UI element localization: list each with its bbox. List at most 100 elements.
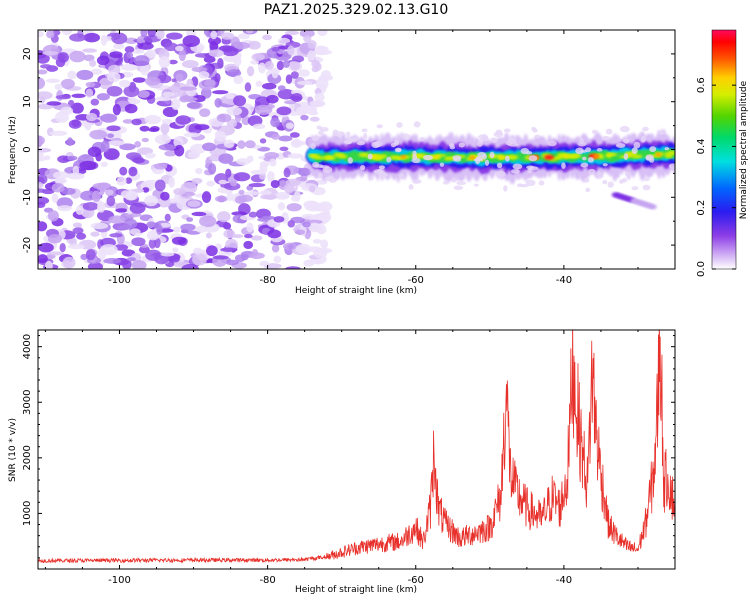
spectrogram-cell [131,48,145,55]
spectrogram-cell [134,140,141,148]
spectrogram-cell [80,253,88,261]
spectrogram-cell [442,180,450,185]
spectrogram-cell [173,188,186,196]
spectrogram-cell [218,179,228,185]
spectrogram-cell [38,136,43,148]
spectrogram-cell [127,97,137,103]
spectrogram-cell [580,162,589,168]
y-tick-label: 0 [22,146,33,152]
spectrogram-cell [624,171,631,177]
spectrogram-cell [270,179,280,189]
y-tick-label: 20 [22,48,33,61]
spectrogram-cell [181,263,199,269]
spectrogram-cell [180,223,196,232]
spectrogram-cell [310,143,316,150]
spectrogram-cell [218,153,234,164]
spectrogram-cell [162,91,175,98]
spectrogram-cell [520,147,529,155]
spectrogram-cell [84,121,92,131]
spectrogram-cell [289,132,300,138]
spectrogram-cell [264,151,280,159]
spectrogram-cell [619,125,630,133]
spectrogram-cell [270,117,280,128]
spectrogram-cell [167,256,180,263]
x-tick-label: -40 [556,575,572,586]
spectrogram-cell [271,68,279,79]
spectrogram-cell [237,33,250,40]
spectrogram-cell [148,238,157,249]
spectrogram-cell [252,123,266,129]
spectrogram-cell [396,122,403,128]
spectrogram-cell [458,142,465,148]
spectrogram-x-axis-label: Height of straight line (km) [295,286,417,296]
spectrogram-cell [154,179,166,192]
spectrogram-cell [308,222,321,233]
spectrogram-cell [171,236,187,245]
spectrogram-cell [173,136,184,148]
spectrogram-cell [623,153,629,161]
spectrogram-cell [210,30,218,40]
spectrogram-cell [174,144,185,157]
spectrogram-cell [292,55,305,63]
spectrogram-cell [320,70,332,80]
spectrogram-cell [361,128,368,133]
spectrogram-cell [290,195,300,202]
spectrogram-cell [561,162,566,169]
spectrogram-cell [198,71,210,79]
spectrogram-cell [68,119,82,129]
spectrogram-cell [413,121,421,128]
spectrogram-cell [259,160,270,168]
spectrogram-cell [119,166,128,176]
spectrogram-cell [225,93,235,99]
spectrogram-cell [233,41,251,50]
spectrogram-cell [131,118,142,126]
spectrogram-cell [508,137,517,144]
spectrogram-cell [179,86,198,91]
spectrogram-cell [448,143,455,148]
spectrogram-cell [75,205,84,216]
spectrogram-cell [38,242,54,253]
spectrogram-cell [138,245,150,254]
spectrogram-cell [90,222,109,230]
spectrogram-cell [585,187,591,193]
spectrogram-cell [276,106,292,116]
spectrogram-cell [38,174,48,185]
x-tick-label: -100 [108,575,131,586]
spectrogram-cell [562,155,569,159]
spectrogram-cell [124,37,138,45]
spectrogram-cell [107,140,125,146]
spectrogram-cell [259,260,270,267]
spectrogram-cell [85,81,96,88]
spectrogram-cell [234,114,242,123]
spectrogram-cell [175,115,191,125]
spectrogram-cell [668,163,675,169]
spectrogram-cell [179,95,190,103]
spectrogram-cell [579,149,587,153]
spectrogram-cell [244,191,261,196]
spectrogram-cell [205,232,212,239]
spectrogram-cell [38,30,44,38]
spectrogram-cell [124,46,135,53]
spectrogram-cell [255,80,263,87]
spectrogram-cell [146,230,160,241]
spectrogram-cell [123,218,138,229]
spectrogram-cell [285,178,301,187]
spectrogram-cell [648,204,657,210]
spectrogram-cell [71,93,86,98]
spectrogram-cell [538,180,545,186]
spectrogram-cell [277,85,286,91]
spectrogram-cell [158,144,176,151]
spectrogram-cell [116,176,127,186]
spectrogram-cell [214,73,221,83]
spectrogram-cell [279,146,289,152]
spectrogram-cell [38,155,47,162]
spectrogram-cell [38,147,52,153]
spectrogram-cell [216,113,232,123]
spectrogram-cell [285,266,301,269]
spectrogram-cell [290,71,299,79]
spectrogram-cell [145,49,157,58]
spectrogram-cell [269,158,277,167]
spectrogram-cell [76,69,94,81]
spectrogram-cell [121,259,132,269]
spectrogram-cell [57,205,72,212]
